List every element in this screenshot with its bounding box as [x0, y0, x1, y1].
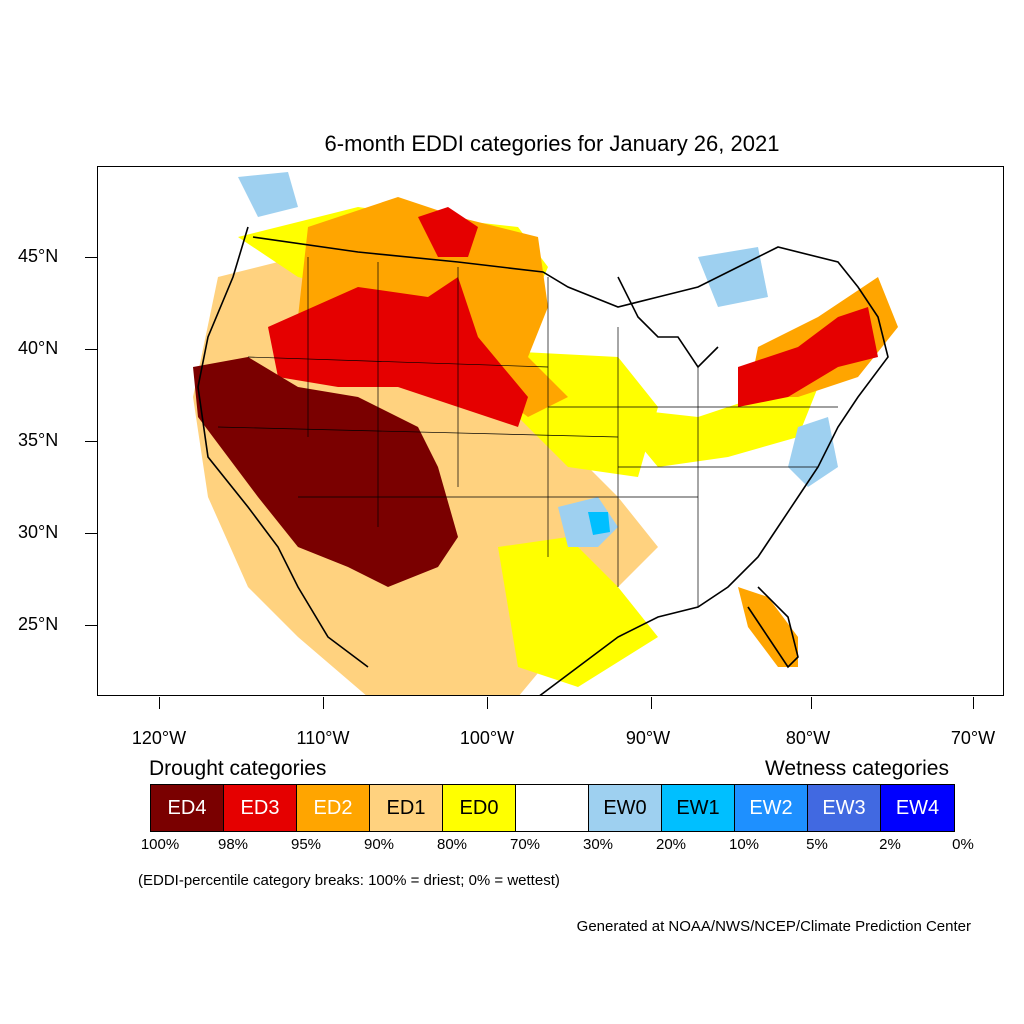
percent-break-label: 100%: [140, 836, 180, 853]
lon-label-120: 120°W: [131, 728, 187, 748]
legend-cell-ew0: EW0: [589, 785, 662, 831]
legend-cell-ed1: ED1: [370, 785, 443, 831]
map-canvas: [193, 172, 898, 695]
region-ew0-arkansas: [558, 497, 618, 547]
lon-tick-100: [487, 697, 488, 709]
legend-drought-heading: Drought categories: [149, 757, 327, 780]
legend-cell-ew2: EW2: [735, 785, 808, 831]
region-ew0-ontario: [698, 247, 768, 307]
state-borders: [217, 257, 838, 607]
region-ed3-north: [418, 207, 478, 257]
lon-label-110: 110°W: [296, 728, 350, 748]
percent-break-label: 70%: [509, 836, 541, 853]
percent-break-label: 2%: [879, 836, 901, 853]
lon-tick-70: [973, 697, 974, 709]
map-title: 6-month EDDI categories for January 26, …: [324, 131, 780, 156]
percent-break-label: 98%: [217, 836, 249, 853]
lat-tick-45: [85, 257, 97, 258]
legend-colorbar: ED4 ED3 ED2 ED1 ED0 EW0 EW1 EW2 EW3 EW4: [150, 784, 955, 832]
lat-tick-35: [85, 441, 97, 442]
percent-break-label: 95%: [290, 836, 322, 853]
lon-label-70: 70°W: [950, 728, 996, 748]
lon-label-80: 80°W: [785, 728, 831, 748]
lon-label-90: 90°W: [625, 728, 671, 748]
lon-tick-120: [159, 697, 160, 709]
lon-tick-90: [651, 697, 652, 709]
legend-cell-ed0: ED0: [443, 785, 516, 831]
legend-cell-ed2: ED2: [297, 785, 370, 831]
percent-break-label: 20%: [655, 836, 687, 853]
legend-cell-ew1: EW1: [662, 785, 735, 831]
percent-break-label: 0%: [952, 836, 974, 853]
region-ed4-southwest: [193, 357, 458, 587]
legend-wetness-heading: Wetness categories: [764, 757, 949, 780]
legend-cell-ed4: ED4: [151, 785, 224, 831]
region-ew0-northwest: [238, 172, 298, 217]
lat-tick-30: [85, 533, 97, 534]
region-ed3-northeast: [738, 307, 878, 407]
region-ed0-gulf: [498, 537, 658, 687]
percent-break-label: 30%: [582, 836, 614, 853]
lon-tick-80: [811, 697, 812, 709]
lat-label-25: 25°N: [18, 614, 59, 634]
region-ew0-carolina: [788, 417, 838, 487]
lon-tick-110: [323, 697, 324, 709]
lat-label-30: 30°N: [18, 522, 59, 542]
lat-tick-40: [85, 349, 97, 350]
lat-label-45: 45°N: [18, 246, 59, 266]
legend-cell-ed3: ED3: [224, 785, 297, 831]
region-ed3-central: [268, 277, 528, 427]
lon-label-100: 100°W: [459, 728, 515, 748]
percent-break-label: 5%: [806, 836, 828, 853]
eddi-map: [97, 166, 1004, 696]
legend-note: (EDDI-percentile category breaks: 100% =…: [138, 872, 560, 889]
region-ew1-arkansas: [588, 512, 610, 535]
percent-break-label: 10%: [728, 836, 760, 853]
lat-tick-25: [85, 625, 97, 626]
credit-line: Generated at NOAA/NWS/NCEP/Climate Predi…: [576, 918, 971, 935]
lat-label-35: 35°N: [18, 430, 59, 450]
legend-cell-neutral: [516, 785, 589, 831]
legend-cell-ew3: EW3: [808, 785, 881, 831]
percent-break-label: 90%: [363, 836, 395, 853]
percent-break-label: 80%: [436, 836, 468, 853]
coastlines: [197, 226, 889, 695]
lat-label-40: 40°N: [18, 338, 59, 358]
region-ed2-florida: [738, 587, 798, 667]
legend-cell-ew4: EW4: [881, 785, 954, 831]
